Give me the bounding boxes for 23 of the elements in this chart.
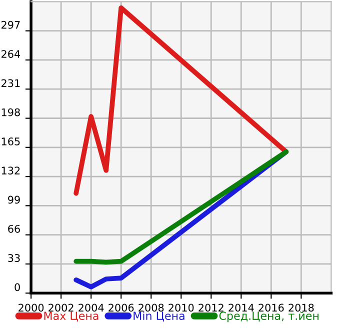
x-tick-label: 2010: [168, 304, 194, 312]
x-tick-label: 2012: [198, 304, 224, 312]
x-tick-label: 2008: [138, 304, 164, 312]
y-tick-label: 132: [2, 166, 20, 175]
x-tick-label: 2002: [48, 304, 74, 312]
y-tick-label: 297: [2, 20, 20, 29]
x-tick-label: 2004: [78, 304, 104, 312]
x-tick-label: 2018: [288, 304, 314, 312]
y-tick-label: 231: [2, 79, 20, 88]
x-tick-label: 2014: [228, 304, 254, 312]
y-tick-label: 99: [8, 196, 20, 204]
x-tick-label: 2006: [108, 304, 134, 312]
y-tick-label: 33: [8, 254, 20, 262]
y-tick-label: 66: [8, 224, 20, 233]
x-tick-label: 2000: [18, 304, 44, 312]
y-tick-label: 165: [2, 138, 20, 146]
legend-label: Сред.Цена, т.йен: [219, 311, 318, 322]
y-tick-label: 264: [2, 50, 20, 58]
legend-label: Max Цена: [44, 312, 98, 322]
x-tick-label: 2016: [258, 304, 284, 312]
y-tick-label: 0: [14, 283, 20, 292]
legend-label: Min Цена: [134, 311, 184, 322]
y-tick-label: 198: [2, 108, 20, 116]
